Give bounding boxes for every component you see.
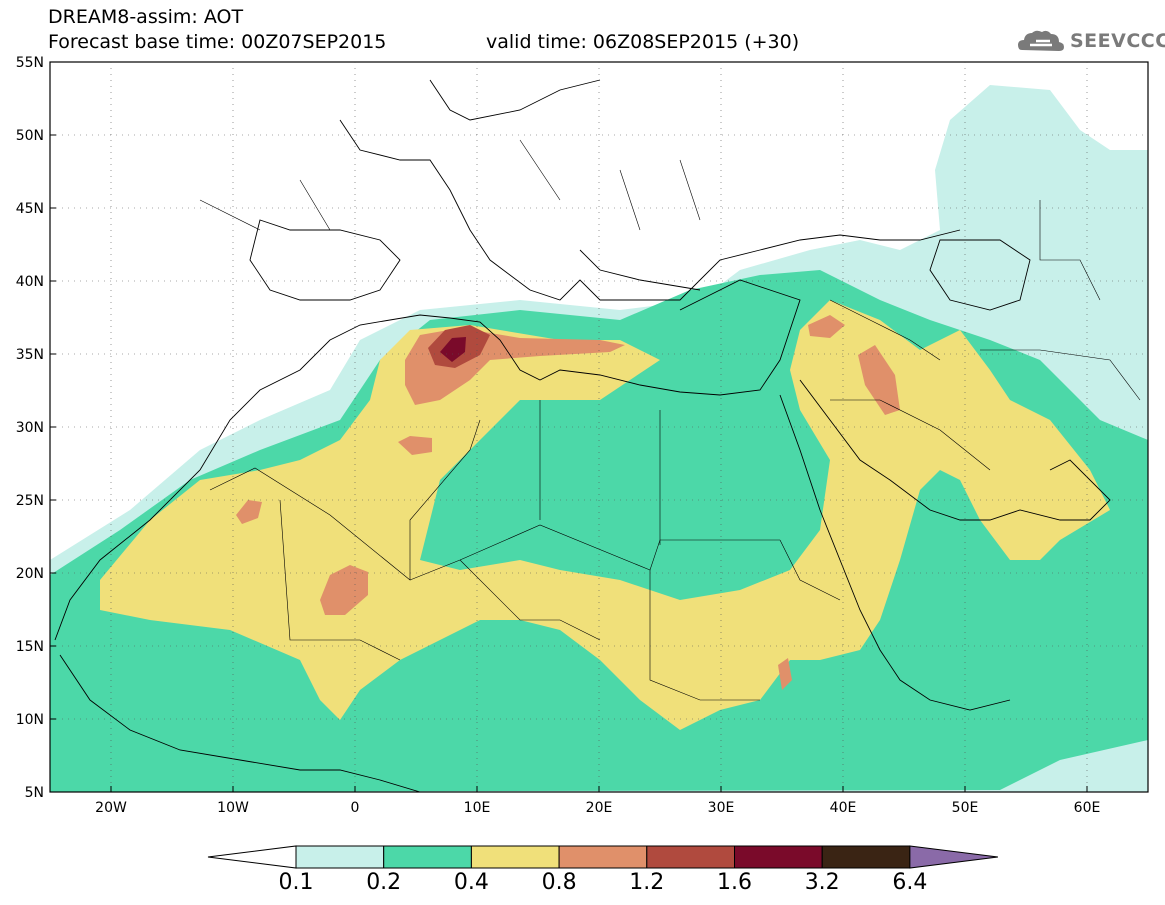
colorbar-label: 0.1 [278,870,314,895]
colorbar [207,845,998,869]
colorbar-label: 0.2 [366,870,402,895]
aot-0.4-region [100,300,1110,730]
colorbar-label: 0.4 [453,870,489,895]
colorbar-segment [558,845,648,869]
coastlines [54,79,1111,792]
aot-0.8-region-mauritania [236,500,262,524]
lon-label: 40E [830,800,857,816]
lon-label: 20E [586,800,613,816]
forecast-base-time: Forecast base time: 00Z07SEP2015 [48,31,387,53]
colorbar-segment [646,845,735,869]
lat-label: 50N [16,128,44,144]
longitude-labels: 20W 10W 0 10E 20E 30E 40E 50E 60E [95,786,1100,816]
aot-0.8-region-mali [320,565,368,615]
lon-label: 10W [217,800,249,816]
colorbar-segment [821,845,911,869]
aot-0.8-region-iraq [858,345,900,415]
lat-label: 20N [16,566,44,582]
colorbar-under-arrow [207,845,297,869]
lat-label: 10N [16,712,44,728]
colorbar-label: 3.2 [804,870,840,895]
colorbar-segment [295,845,385,869]
lat-label: 55N [16,55,44,71]
lat-label: 30N [16,420,44,436]
lat-label: 5N [25,785,44,801]
lon-label: 0 [351,800,360,816]
lon-label: 30E [708,800,735,816]
lat-label: 25N [16,493,44,509]
lat-label: 35N [16,347,44,363]
map-title: DREAM8-assim: AOT [48,6,244,28]
aot-1.6-region [440,337,466,362]
colorbar-over-arrow [909,845,998,869]
lat-label: 40N [16,274,44,290]
latitude-labels: 5N 10N 15N 20N 25N 30N 35N 40N 45N 50N 55N [16,55,56,801]
colorbar-segment [734,845,823,869]
aot-0.8-region-sudan [778,658,792,690]
colorbar-label: 1.2 [629,870,665,895]
aot-0.8-region-syria [808,315,845,338]
colorbar-label: 0.8 [541,870,577,895]
country-borders [199,139,1141,701]
lon-label: 20W [95,800,127,816]
lon-label: 10E [464,800,491,816]
lat-label: 45N [16,201,44,217]
cloud-logo-icon [1018,30,1064,51]
colorbar-segment [470,845,560,869]
lon-label: 60E [1074,800,1101,816]
colorbar-label: 1.6 [717,870,752,895]
logo-text: SEEVCCC [1070,30,1165,52]
colorbar-label: 6.4 [892,870,928,895]
lon-label: 50E [952,800,979,816]
lat-label: 15N [16,639,44,655]
valid-time: valid time: 06Z08SEP2015 (+30) [486,31,800,53]
aot-0.8-region-algeria [398,436,432,455]
colorbar-segment [383,845,472,869]
